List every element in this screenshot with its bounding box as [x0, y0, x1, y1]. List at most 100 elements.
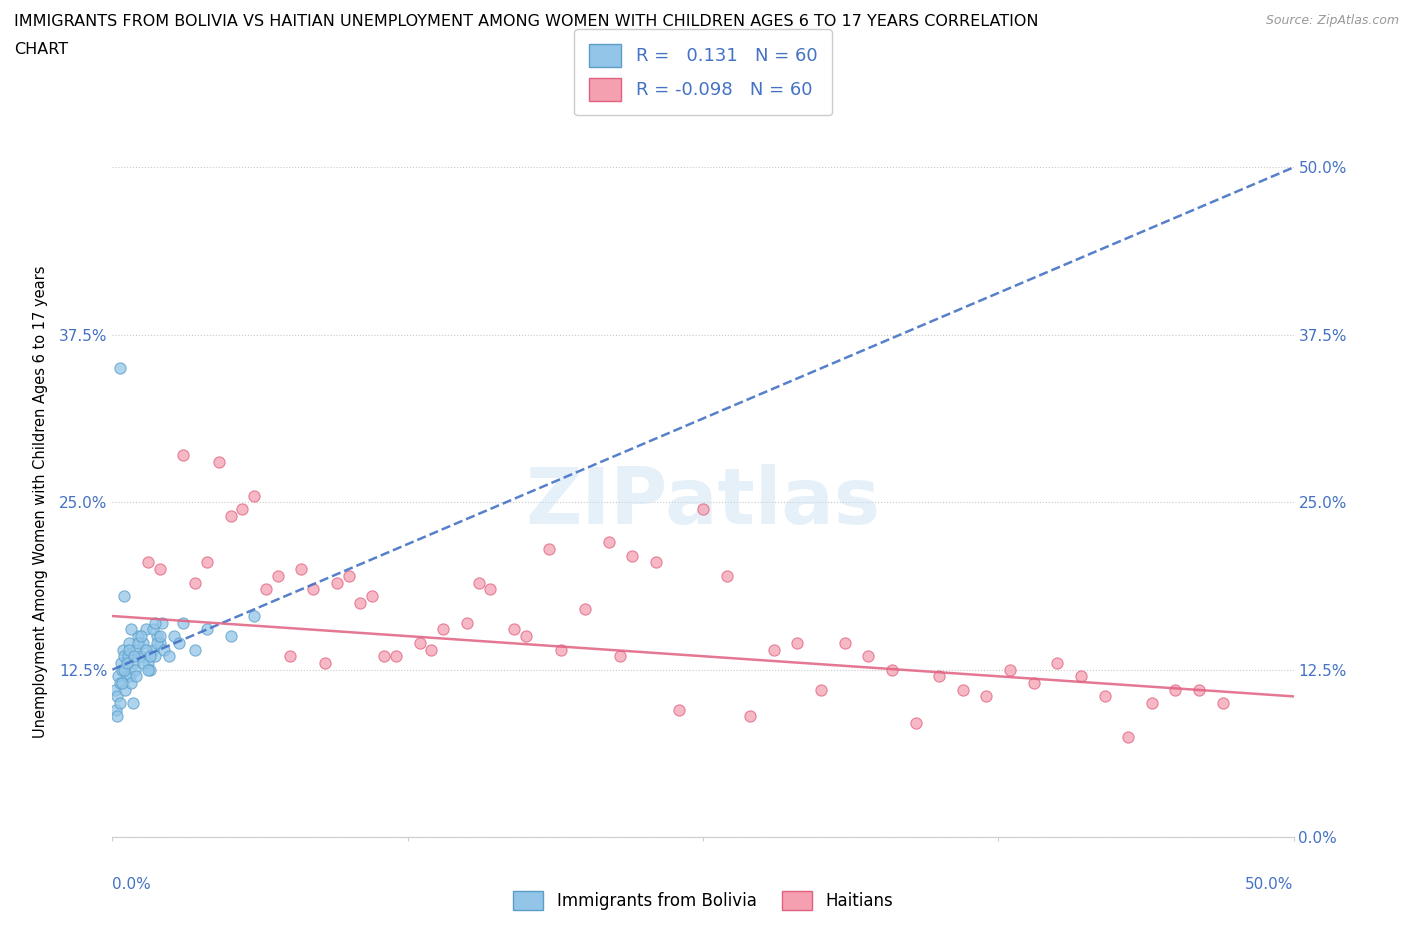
Point: [1164, 683, 1187, 698]
Point: [1188, 683, 1211, 698]
Point: [928, 669, 950, 684]
Point: [122, 649, 145, 664]
Point: [716, 568, 738, 583]
Point: [139, 662, 162, 677]
Point: [139, 649, 162, 664]
Point: [143, 649, 166, 664]
Point: [115, 656, 138, 671]
Point: [146, 629, 169, 644]
Point: [550, 642, 572, 657]
Point: [149, 562, 172, 577]
Point: [302, 582, 325, 597]
Point: [167, 635, 190, 650]
Text: 50.0%: 50.0%: [1246, 877, 1294, 892]
Point: [195, 555, 218, 570]
Point: [121, 696, 143, 711]
Point: [135, 642, 157, 657]
Point: [952, 683, 974, 698]
Point: [118, 635, 141, 650]
Point: [1212, 696, 1234, 711]
Point: [668, 702, 690, 717]
Point: [621, 549, 644, 564]
Point: [112, 589, 135, 604]
Point: [108, 361, 131, 376]
Text: Source: ZipAtlas.com: Source: ZipAtlas.com: [1265, 14, 1399, 27]
Point: [740, 709, 762, 724]
Point: [361, 589, 384, 604]
Point: [243, 608, 266, 623]
Legend: R =   0.131   N = 60, R = -0.098   N = 60: R = 0.131 N = 60, R = -0.098 N = 60: [574, 29, 832, 115]
Point: [467, 575, 489, 590]
Point: [1140, 696, 1163, 711]
Point: [373, 649, 395, 664]
Point: [150, 616, 173, 631]
Point: [110, 656, 132, 671]
Point: [326, 575, 349, 590]
Point: [172, 448, 194, 463]
Point: [574, 602, 596, 617]
Point: [515, 629, 537, 644]
Point: [314, 656, 336, 671]
Point: [456, 616, 478, 631]
Point: [107, 669, 129, 684]
Point: [598, 535, 620, 550]
Point: [149, 629, 172, 644]
Point: [385, 649, 408, 664]
Point: [114, 683, 136, 698]
Point: [115, 669, 138, 684]
Point: [105, 709, 128, 724]
Point: [124, 662, 146, 677]
Text: IMMIGRANTS FROM BOLIVIA VS HAITIAN UNEMPLOYMENT AMONG WOMEN WITH CHILDREN AGES 6: IMMIGRANTS FROM BOLIVIA VS HAITIAN UNEMP…: [14, 14, 1039, 29]
Point: [120, 622, 142, 637]
Point: [762, 642, 785, 657]
Point: [125, 669, 148, 684]
Point: [880, 662, 903, 677]
Point: [184, 575, 207, 590]
Point: [104, 683, 127, 698]
Legend: Immigrants from Bolivia, Haitians: Immigrants from Bolivia, Haitians: [506, 884, 900, 917]
Point: [834, 635, 856, 650]
Point: [267, 568, 290, 583]
Point: [143, 616, 166, 631]
Point: [349, 595, 371, 610]
Point: [858, 649, 880, 664]
Text: CHART: CHART: [14, 42, 67, 57]
Point: [432, 622, 454, 637]
Point: [125, 642, 148, 657]
Point: [132, 656, 155, 671]
Point: [120, 675, 142, 690]
Point: [112, 662, 135, 677]
Point: [112, 649, 135, 664]
Point: [136, 662, 159, 677]
Point: [337, 568, 360, 583]
Point: [538, 541, 561, 556]
Point: [111, 662, 134, 677]
Text: 0.0%: 0.0%: [112, 877, 152, 892]
Point: [136, 656, 159, 671]
Point: [408, 635, 430, 650]
Point: [142, 642, 165, 657]
Point: [118, 642, 141, 657]
Point: [142, 622, 165, 637]
Point: [108, 675, 131, 690]
Point: [810, 683, 832, 698]
Point: [172, 616, 194, 631]
Point: [157, 649, 180, 664]
Point: [904, 716, 927, 731]
Point: [129, 649, 152, 664]
Point: [219, 508, 242, 523]
Point: [254, 582, 277, 597]
Point: [136, 555, 159, 570]
Point: [644, 555, 666, 570]
Point: [129, 629, 152, 644]
Point: [1116, 729, 1139, 744]
Point: [420, 642, 443, 657]
Point: [127, 635, 149, 650]
Point: [609, 649, 631, 664]
Point: [976, 689, 998, 704]
Point: [105, 702, 128, 717]
Point: [998, 662, 1021, 677]
Point: [208, 455, 231, 470]
Point: [163, 629, 186, 644]
Y-axis label: Unemployment Among Women with Children Ages 6 to 17 years: Unemployment Among Women with Children A…: [32, 266, 48, 738]
